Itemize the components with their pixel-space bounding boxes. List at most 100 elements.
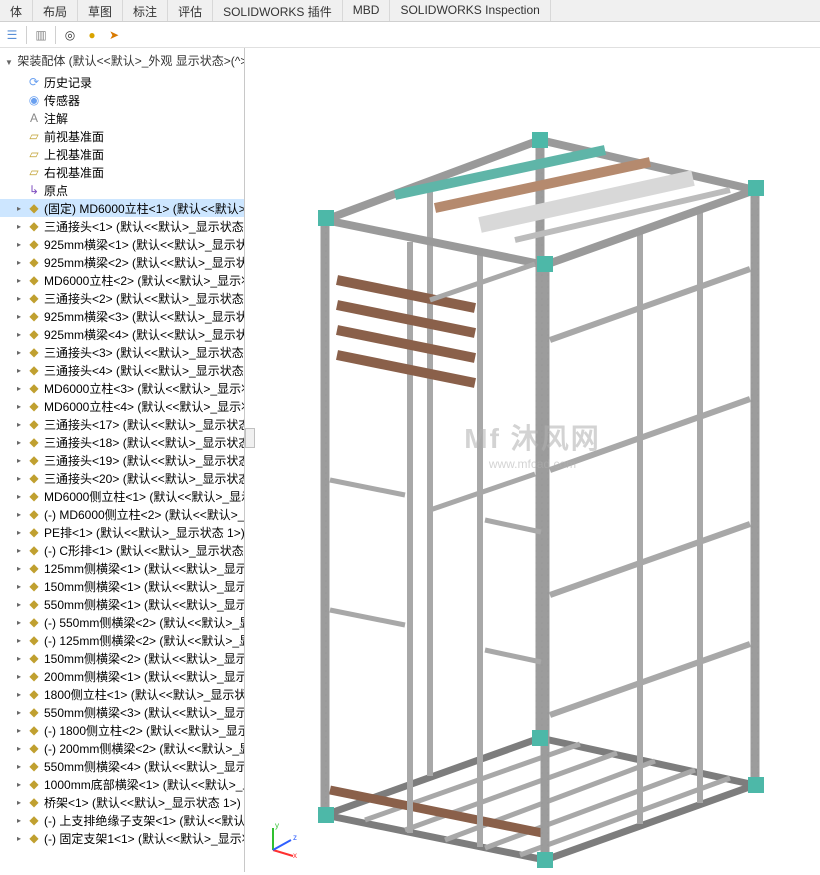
part-icon: ◆ [27,687,41,701]
tree-item[interactable]: ▸◆三通接头<1> (默认<<默认>_显示状态 1 [0,217,244,235]
tree-item-label: 三通接头<3> (默认<<默认>_显示状态 1 [44,344,245,361]
splitter-handle[interactable] [245,428,255,448]
tree-item[interactable]: ▱上视基准面 [0,145,244,163]
tree-item-label: 三通接头<19> (默认<<默认>_显示状态 [44,452,245,469]
tab-0[interactable]: 体 [0,0,33,21]
tree-item[interactable]: ↳原点 [0,181,244,199]
tree-item-label: 前视基准面 [44,128,104,145]
tree-item[interactable]: ▸◆(-) MD6000侧立柱<2> (默认<<默认>_显 [0,505,244,523]
part-icon: ◆ [27,543,41,557]
tree-item[interactable]: ▸◆925mm横梁<4> (默认<<默认>_显示状 [0,325,244,343]
tree-item[interactable]: ▸◆925mm横梁<2> (默认<<默认>_显示状 [0,253,244,271]
tree-item[interactable]: ▸◆三通接头<19> (默认<<默认>_显示状态 [0,451,244,469]
part-icon: ◆ [27,291,41,305]
cad-model[interactable] [245,48,820,872]
tree-item[interactable]: ▸◆(-) 125mm侧横梁<2> (默认<<默认>_显 [0,631,244,649]
tree-item[interactable]: ▸◆550mm侧横梁<3> (默认<<默认>_显示 [0,703,244,721]
tree-item-label: 1000mm底部横梁<1> (默认<<默认>_显 [44,776,245,793]
part-icon: ◆ [27,237,41,251]
tree-item-label: PE排<1> (默认<<默认>_显示状态 1>) [44,524,245,541]
tab-5[interactable]: SOLIDWORKS 插件 [213,0,343,21]
tree-item[interactable]: ▸◆150mm侧横梁<1> (默认<<默认>_显示 [0,577,244,595]
tree-item[interactable]: ▸◆550mm侧横梁<4> (默认<<默认>_显示 [0,757,244,775]
tab-6[interactable]: MBD [343,0,391,21]
tree-item[interactable]: ▸◆三通接头<18> (默认<<默认>_显示状态 [0,433,244,451]
part-icon: ◆ [27,345,41,359]
tree-icon[interactable]: ☰ [4,27,20,43]
tree-item[interactable]: ▸◆MD6000侧立柱<1> (默认<<默认>_显示 [0,487,244,505]
tree-item-label: MD6000侧立柱<1> (默认<<默认>_显示 [44,488,245,505]
tree-item-label: (-) 固定支架1<1> (默认<<默认>_显示状 [44,830,245,847]
tree-item[interactable]: ▱前视基准面 [0,127,244,145]
tree-item-label: 550mm侧横梁<3> (默认<<默认>_显示 [44,704,245,721]
tree-item-label: 150mm侧横梁<1> (默认<<默认>_显示 [44,578,245,595]
tree-item[interactable]: ▸◆(-) 200mm侧横梁<2> (默认<<默认>_显 [0,739,244,757]
filter-icon[interactable]: ▥ [33,27,49,43]
tree-item-label: 三通接头<18> (默认<<默认>_显示状态 [44,434,245,451]
tree-item[interactable]: ▸◆MD6000立柱<3> (默认<<默认>_显示状 [0,379,244,397]
tree-item[interactable]: ▸◆桥架<1> (默认<<默认>_显示状态 1>) [0,793,244,811]
part-icon: ◆ [27,777,41,791]
tree-item-label: 1800侧立柱<1> (默认<<默认>_显示状 [44,686,245,703]
tab-7[interactable]: SOLIDWORKS Inspection [390,0,550,21]
tree-item-label: 925mm横梁<4> (默认<<默认>_显示状 [44,326,245,343]
tree-item[interactable]: ▱右视基准面 [0,163,244,181]
tree-item-label: MD6000立柱<3> (默认<<默认>_显示状 [44,380,245,397]
part-icon: ◆ [27,831,41,845]
part-icon: ◆ [27,471,41,485]
tree-item[interactable]: ▸◆三通接头<2> (默认<<默认>_显示状态 1 [0,289,244,307]
tree-item[interactable]: ▸◆MD6000立柱<2> (默认<<默认>_显示状 [0,271,244,289]
tab-1[interactable]: 布局 [33,0,78,21]
svg-text:y: y [275,821,279,830]
part-icon: ◆ [27,741,41,755]
tree-item-label: 550mm侧横梁<1> (默认<<默认>_显示 [44,596,245,613]
part-icon: ◆ [27,507,41,521]
tree-item-label: (-) 上支排绝缘子支架<1> (默认<<默认 [44,812,245,829]
tree-item-label: (-) MD6000侧立柱<2> (默认<<默认>_显 [44,506,245,523]
graphics-viewport[interactable]: Mf 沐风网 www.mfcad.com y x z [245,48,820,872]
part-icon: ◆ [27,363,41,377]
tree-item-label: 三通接头<20> (默认<<默认>_显示状态 [44,470,245,487]
tree-item[interactable]: ▸◆(-) C形排<1> (默认<<默认>_显示状态 1 [0,541,244,559]
tree-item[interactable]: ▸◆PE排<1> (默认<<默认>_显示状态 1>) [0,523,244,541]
tree-item[interactable]: ▸◆1800侧立柱<1> (默认<<默认>_显示状 [0,685,244,703]
tree-item[interactable]: ▸◆1000mm底部横梁<1> (默认<<默认>_显 [0,775,244,793]
part-icon: ◆ [27,255,41,269]
tree-item[interactable]: ▸◆三通接头<4> (默认<<默认>_显示状态 1 [0,361,244,379]
tree-item[interactable]: ▸◆925mm横梁<1> (默认<<默认>_显示状 [0,235,244,253]
part-icon: ◆ [27,525,41,539]
tree-item[interactable]: ▸◆(-) 1800侧立柱<2> (默认<<默认>_显示 [0,721,244,739]
tree-item[interactable]: ▸◆(固定) MD6000立柱<1> (默认<<默认>_显示状 [0,199,244,217]
view-triad[interactable]: y x z [263,820,303,860]
part-icon: ◆ [27,273,41,287]
tree-item[interactable]: A注解 [0,109,244,127]
tree-item-label: 三通接头<17> (默认<<默认>_显示状态 [44,416,245,433]
tree-item[interactable]: ▸◆925mm横梁<3> (默认<<默认>_显示状 [0,307,244,325]
tree-item-label: (-) 550mm侧横梁<2> (默认<<默认>_显 [44,614,245,631]
tree-item[interactable]: ▸◆MD6000立柱<4> (默认<<默认>_显示状 [0,397,244,415]
tab-3[interactable]: 标注 [123,0,168,21]
tree-root[interactable]: ▼ 架装配体 (默认<<默认>_外观 显示状态>(^>) [0,48,244,73]
tree-item[interactable]: ▸◆150mm侧横梁<2> (默认<<默认>_显示 [0,649,244,667]
tree-item[interactable]: ▸◆550mm侧横梁<1> (默认<<默认>_显示 [0,595,244,613]
target-icon[interactable]: ◎ [62,27,78,43]
tree-item[interactable]: ▸◆(-) 上支排绝缘子支架<1> (默认<<默认 [0,811,244,829]
tree-item-label: (-) 125mm侧横梁<2> (默认<<默认>_显 [44,632,245,649]
sphere-icon[interactable]: ● [84,27,100,43]
tree-item[interactable]: ▸◆(-) 固定支架1<1> (默认<<默认>_显示状 [0,829,244,847]
tree-item[interactable]: ◉传感器 [0,91,244,109]
feature-tree-panel[interactable]: ▼ 架装配体 (默认<<默认>_外观 显示状态>(^>) ⟳历史记录◉传感器A注… [0,48,245,872]
tree-item[interactable]: ▸◆(-) 550mm侧横梁<2> (默认<<默认>_显 [0,613,244,631]
part-icon: ◆ [27,399,41,413]
svg-text:z: z [293,833,297,842]
tree-item[interactable]: ▸◆三通接头<3> (默认<<默认>_显示状态 1 [0,343,244,361]
tree-item[interactable]: ▸◆三通接头<20> (默认<<默认>_显示状态 [0,469,244,487]
tree-item[interactable]: ▸◆125mm侧横梁<1> (默认<<默认>_显示 [0,559,244,577]
tab-2[interactable]: 草图 [78,0,123,21]
tree-item-label: 历史记录 [44,74,92,91]
tab-4[interactable]: 评估 [168,0,213,21]
refresh-icon[interactable]: ➤ [106,27,122,43]
tree-item[interactable]: ▸◆200mm侧横梁<1> (默认<<默认>_显示 [0,667,244,685]
tree-item[interactable]: ⟳历史记录 [0,73,244,91]
tree-item[interactable]: ▸◆三通接头<17> (默认<<默认>_显示状态 [0,415,244,433]
